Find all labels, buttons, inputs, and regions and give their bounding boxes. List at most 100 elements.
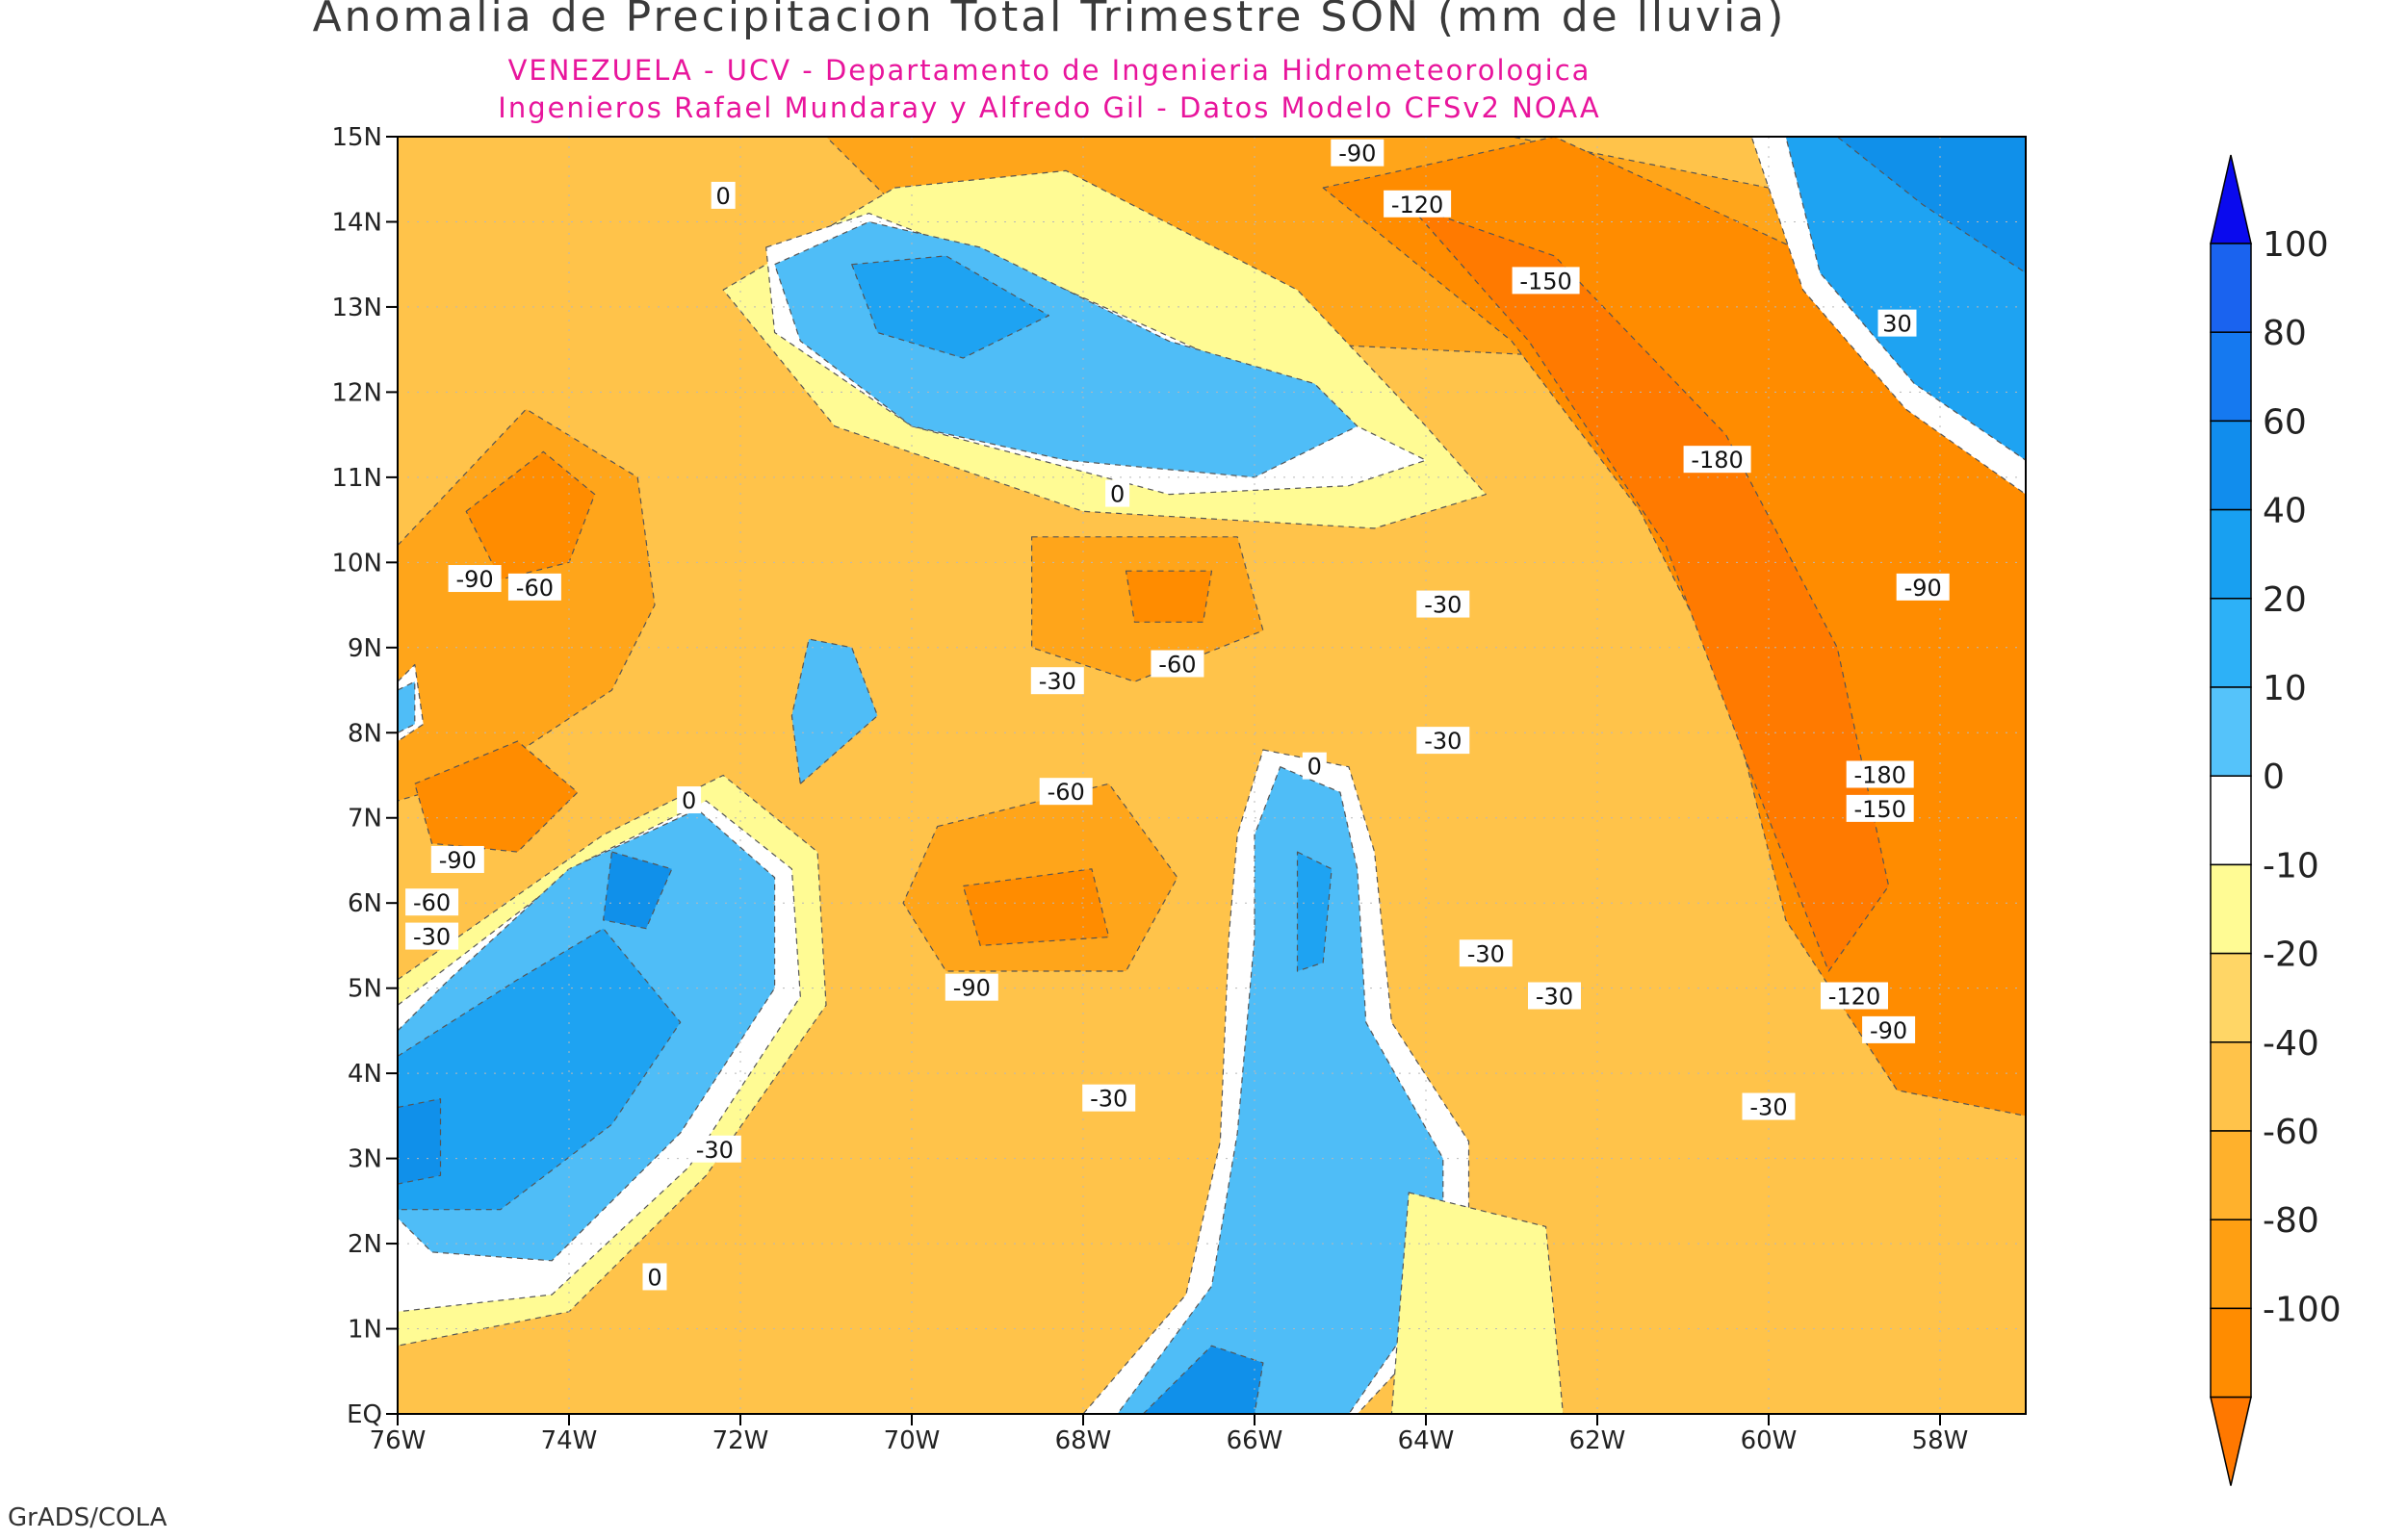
colorbar-level-label: -80	[2263, 1201, 2319, 1241]
contour-label: 0	[647, 1264, 661, 1291]
colorbar-swatch	[2210, 863, 2252, 955]
colorbar-swatch	[2210, 952, 2252, 1043]
contour-label-box	[1862, 1015, 1916, 1043]
lat-tick-label: 2N	[348, 1230, 382, 1259]
contour-label-box	[1846, 760, 1914, 788]
anomaly-shaded-regions	[398, 137, 2026, 1414]
contour-label-box	[1416, 590, 1470, 618]
contour-label: 0	[716, 183, 731, 210]
colorbar-swatch	[2210, 331, 2252, 423]
lon-tick-label: 74W	[541, 1426, 598, 1455]
grads-footer: GrADS/COLA	[8, 1503, 168, 1532]
colorbar-level-label: -100	[2263, 1290, 2342, 1329]
contour-label: -30	[413, 924, 451, 951]
contour-label: -30	[1424, 592, 1462, 619]
lat-tick-label: 5N	[348, 975, 382, 1004]
map-title: Anomalia de Precipitacion Total Trimestr…	[312, 0, 1787, 41]
region-central-andes-core	[1125, 570, 1213, 623]
region-colombia-sw-core-c	[398, 1098, 442, 1185]
map-frame	[397, 136, 2027, 1415]
lat-tick-label: 10N	[331, 549, 382, 578]
lon-tick-label: 66W	[1227, 1426, 1283, 1455]
contour-label: -90	[953, 975, 991, 1002]
contour-label-box	[1416, 727, 1470, 755]
lat-tick-label: 9N	[348, 634, 382, 663]
region-apure-core	[962, 868, 1110, 947]
axis-ticks: EQ 1N 2N 3N 4N 5N 6N 7N 8N 9N 10N 11N 12N 13N 14N 15N 76…	[331, 123, 1968, 1455]
contour-label-box	[1877, 309, 1917, 337]
colorbar-swatch	[2210, 243, 2252, 333]
lon-tick-label: 68W	[1055, 1426, 1112, 1455]
lat-tick-label: 1N	[348, 1316, 382, 1345]
lat-tick-label: 12N	[331, 378, 382, 407]
contour-label-box	[677, 786, 702, 814]
region-orinoco-blue	[1116, 766, 1444, 1414]
contour-label-box	[1302, 752, 1327, 780]
contour-label-box	[405, 922, 459, 950]
colorbar-top-arrow	[2210, 154, 2252, 244]
contour-label-box	[1459, 939, 1513, 967]
contour-label: -150	[1853, 796, 1905, 823]
contour-label: -30	[1424, 728, 1462, 755]
colorbar-swatch	[2210, 1041, 2252, 1132]
region-nw-colombia-orange	[398, 408, 656, 802]
region-orinoco-core	[1296, 851, 1333, 972]
contour-label-box	[687, 1135, 741, 1163]
colorbar-level-label: 20	[2263, 580, 2307, 620]
contour-label-box	[642, 1263, 667, 1291]
contour-label: -90	[1338, 141, 1376, 167]
map-subtitle-institution: VENEZUELA - UCV - Departamento de Ingeni…	[507, 54, 1592, 87]
colorbar-level-label: 80	[2263, 314, 2307, 353]
region-southeast-yellow	[1390, 1192, 1565, 1414]
contour-label-box	[1105, 479, 1130, 507]
lat-tick-label: 11N	[331, 464, 382, 493]
lat-tick-label: 7N	[348, 805, 382, 834]
contour-label-box	[1331, 139, 1385, 167]
lon-tick-label: 70W	[884, 1426, 941, 1455]
contour-label-box	[1082, 1084, 1136, 1112]
contour-label-box	[1030, 667, 1084, 695]
colorbar-swatch	[2210, 420, 2252, 511]
lat-tick-label: 3N	[348, 1145, 382, 1174]
contour-label: -30	[1090, 1086, 1127, 1113]
colorbar-level-label: 10	[2263, 669, 2307, 708]
contour-label: -30	[1536, 984, 1573, 1011]
lat-tick-label: EQ	[347, 1400, 382, 1429]
region-w-colombia-core	[414, 740, 579, 853]
lon-tick-label: 64W	[1398, 1426, 1455, 1455]
contour-label: -90	[455, 566, 493, 593]
colorbar-level-label: 40	[2263, 492, 2307, 531]
contour-label: -180	[1853, 762, 1905, 789]
contour-label: -90	[439, 847, 477, 874]
map-subtitle-authors: Ingenieros Rafael Mundaray y Alfredo Gil…	[498, 91, 1601, 124]
lon-tick-label: 76W	[370, 1426, 427, 1455]
contour-label: -30	[1039, 668, 1076, 695]
contour-label: -60	[516, 575, 554, 602]
contour-label: -60	[1158, 651, 1196, 678]
lon-tick-label: 58W	[1912, 1426, 1969, 1455]
contour-label-box	[711, 181, 736, 209]
lon-tick-label: 62W	[1569, 1426, 1626, 1455]
contour-label-box	[1512, 267, 1580, 295]
contour-label-box	[1384, 190, 1452, 218]
contour-label: -120	[1828, 984, 1880, 1011]
contour-label: 30	[1882, 311, 1912, 338]
contour-label: -150	[1519, 268, 1571, 295]
lat-tick-label: 8N	[348, 719, 382, 748]
lon-tick-label: 60W	[1741, 1426, 1798, 1455]
colorbar-level-label: 100	[2263, 225, 2329, 265]
contour-label: -60	[1048, 779, 1085, 806]
colorbar-level-label: -40	[2263, 1024, 2319, 1064]
colorbar-level-label: 0	[2263, 757, 2285, 797]
contour-label: -30	[1749, 1094, 1787, 1121]
contour-label-box	[448, 565, 502, 593]
contour-label-box	[430, 845, 484, 873]
colorbar-bottom-arrow	[2210, 1396, 2252, 1486]
colorbar-swatch	[2210, 508, 2252, 600]
contour-label-box	[1846, 794, 1914, 822]
contour-label: 0	[682, 787, 696, 814]
lat-tick-label: 6N	[348, 889, 382, 918]
lat-tick-label: 13N	[331, 294, 382, 322]
